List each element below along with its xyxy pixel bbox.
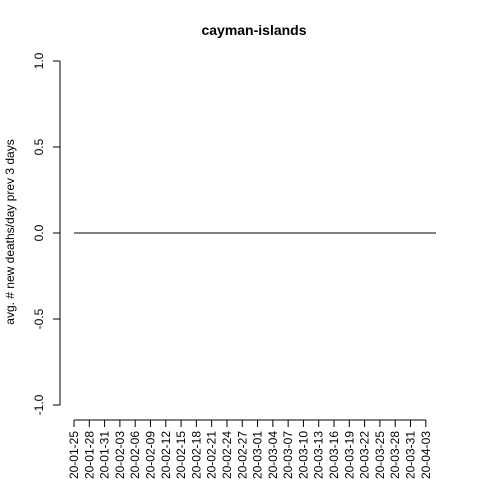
x-tick-label: 20-01-31	[98, 431, 112, 479]
x-tick-label: 20-02-15	[174, 431, 188, 479]
y-tick-label: 0.5	[32, 138, 46, 155]
y-tick-label: 0.0	[32, 224, 46, 241]
x-tick-label: 20-02-24	[220, 431, 234, 479]
chart-title: cayman-islands	[201, 22, 306, 38]
y-tick-label: -1.0	[32, 394, 46, 415]
x-tick-label: 20-02-09	[143, 431, 157, 479]
x-tick-label: 20-04-03	[419, 431, 433, 479]
x-tick-label: 20-03-25	[373, 431, 387, 479]
x-tick-label: 20-03-22	[358, 431, 372, 479]
x-tick-label: 20-02-18	[189, 431, 203, 479]
y-tick-label: -0.5	[32, 308, 46, 329]
y-axis-label: avg. # new deaths/day prev 3 days	[3, 139, 17, 324]
x-tick-label: 20-02-03	[113, 431, 127, 479]
x-tick-label: 20-02-27	[235, 431, 249, 479]
y-tick-label: 1.0	[32, 52, 46, 69]
x-tick-label: 20-03-13	[312, 431, 326, 479]
x-tick-label: 20-01-25	[67, 431, 81, 479]
x-tick-label: 20-03-01	[251, 431, 265, 479]
x-tick-label: 20-03-04	[266, 431, 280, 479]
x-tick-label: 20-01-28	[82, 431, 96, 479]
x-tick-label: 20-03-07	[281, 431, 295, 479]
x-tick-label: 20-03-31	[404, 431, 418, 479]
x-axis: 20-01-25 20-01-28 20-01-31 20-02-03 20-02-06…	[67, 419, 433, 479]
x-tick-label: 20-02-12	[159, 431, 173, 479]
x-tick-label: 20-03-10	[296, 431, 310, 479]
x-tick-label: 20-02-21	[205, 431, 219, 479]
x-tick-label: 20-03-28	[388, 431, 402, 479]
x-tick-label: 20-03-19	[342, 431, 356, 479]
x-tick-label: 20-03-16	[327, 431, 341, 479]
x-tick-label: 20-02-06	[128, 431, 142, 479]
y-axis: -1.0 -0.5 0.0 0.5 1.0	[32, 52, 61, 415]
